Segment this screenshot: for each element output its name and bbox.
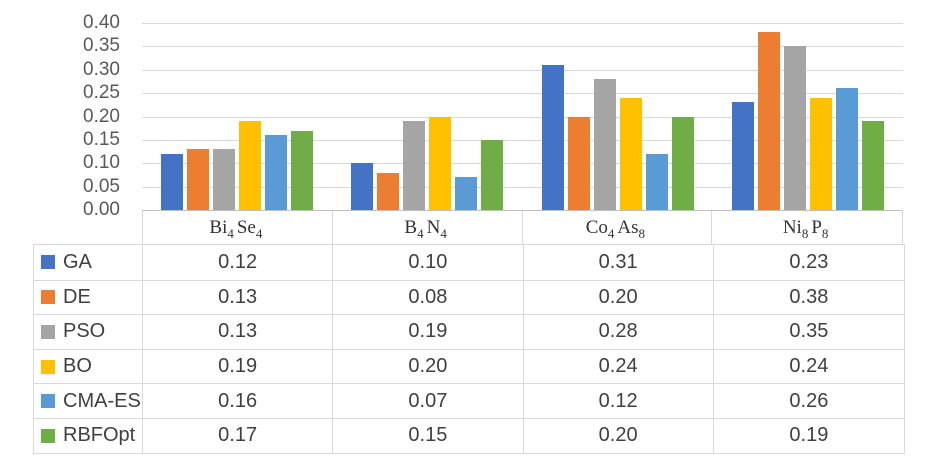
series-label: PSO	[63, 320, 106, 343]
bar-GA	[541, 65, 564, 210]
y-tick-label: 0.25	[83, 82, 120, 104]
legend-cell-GA: GA	[34, 245, 143, 280]
y-tick-label: 0.10	[83, 152, 120, 174]
value-cell: 0.35	[713, 314, 904, 349]
value-cell: 0.31	[524, 245, 714, 280]
y-tick-label: 0.05	[83, 175, 120, 197]
value-cell: 0.17	[143, 417, 334, 453]
value-cell: 0.08	[333, 279, 524, 315]
value-cell: 0.19	[713, 417, 904, 453]
y-tick-label: 0.20	[83, 105, 120, 127]
value-cell: 0.13	[143, 314, 334, 349]
category-label: Bi4 Se4	[143, 211, 333, 244]
legend-swatch	[41, 290, 55, 305]
legend-cell-BO: BO	[34, 348, 143, 384]
bar-DE	[567, 116, 590, 210]
value-cell: 0.20	[523, 417, 714, 453]
bar-GA	[731, 102, 754, 210]
bar-DE	[377, 172, 400, 210]
y-tick-label: 0.15	[83, 128, 120, 150]
legend-swatch	[41, 255, 55, 270]
value-cell: 0.20	[523, 279, 714, 315]
bar-RBFOpt	[671, 116, 694, 210]
gridline	[142, 23, 903, 24]
value-cell: 0.20	[333, 348, 524, 384]
gridline	[142, 163, 903, 165]
value-cell: 0.28	[523, 314, 714, 349]
legend-swatch	[41, 394, 55, 409]
legend-swatch	[41, 324, 55, 339]
bar-RBFOpt	[291, 130, 314, 210]
bar-BO	[809, 97, 832, 210]
value-cell: 0.13	[143, 279, 334, 315]
value-cell: 0.19	[143, 348, 334, 384]
data-table: GA 0.12 0.10 0.31 0.23 DE 0.13 0.08 0.20 0.38 PSO 0…	[33, 244, 905, 454]
bar-PSO	[403, 121, 426, 210]
bar-CMA-ES	[835, 88, 858, 210]
legend-cell-CMA-ES: CMA-ES	[34, 383, 143, 418]
bar-PSO	[593, 79, 616, 210]
series-label: BO	[63, 355, 92, 378]
gridline	[142, 93, 903, 95]
category-label: Ni8 P8	[782, 216, 829, 241]
category-header-row: Bi4 Se4 B4 N4 Co4 As8 Ni8 P8	[142, 210, 903, 244]
y-tick-label: 0.35	[83, 35, 120, 57]
legend-cell-RBFOpt: RBFOpt	[34, 417, 143, 453]
series-label: RBFOpt	[63, 424, 136, 447]
value-cell: 0.12	[143, 245, 334, 280]
bar-BO	[239, 121, 262, 210]
legend-cell-PSO: PSO	[34, 314, 143, 349]
value-cell: 0.15	[333, 417, 524, 453]
gridline	[142, 139, 903, 141]
bar-BO	[619, 97, 642, 210]
bar-group-1	[142, 23, 332, 210]
value-cell: 0.23	[789, 250, 829, 273]
value-cell: 0.07	[333, 383, 524, 418]
y-tick-label: 0.00	[83, 199, 120, 220]
bar-DE	[757, 32, 780, 210]
legend-cell-DE: DE	[34, 279, 143, 315]
value-cell: 0.38	[713, 279, 904, 315]
plot-area	[142, 23, 903, 210]
bar-CMA-ES	[645, 153, 668, 210]
bar-group-2	[332, 23, 522, 210]
value-cell: 0.16	[143, 383, 334, 418]
value-cell: 0.24	[713, 348, 904, 384]
bar-RBFOpt	[861, 121, 884, 210]
bar-GA	[351, 163, 374, 210]
bar-BO	[429, 116, 452, 210]
series-label: DE	[63, 285, 91, 308]
legend-swatch	[41, 428, 55, 443]
bar-PSO	[213, 149, 236, 210]
y-tick-label: 0.30	[83, 58, 120, 80]
y-axis: 0.40 0.35 0.30 0.25 0.20 0.15 0.10 0.05 0.00	[0, 13, 120, 220]
gridline	[142, 116, 903, 118]
y-tick-label: 0.40	[83, 12, 120, 33]
value-cell: 0.10	[333, 245, 524, 280]
value-cell: 0.19	[333, 314, 524, 349]
bar-DE	[187, 149, 210, 210]
category-label: Co4 As8	[523, 211, 713, 244]
series-label: CMA-ES	[63, 389, 141, 412]
bar-PSO	[783, 46, 806, 210]
bar-CMA-ES	[455, 177, 478, 210]
bar-group-3	[523, 23, 713, 210]
series-label: GA	[63, 250, 92, 273]
value-cell: 0.24	[523, 348, 714, 384]
bar-group-4	[713, 23, 903, 210]
value-cell: 0.26	[713, 383, 904, 418]
category-label: B4 N4	[333, 211, 523, 244]
gridline	[142, 46, 903, 48]
gridline	[142, 186, 903, 188]
bar-GA	[161, 153, 184, 210]
gridline	[142, 69, 903, 71]
value-cell: 0.12	[523, 383, 714, 418]
bar-CMA-ES	[265, 135, 288, 210]
bar-RBFOpt	[481, 139, 504, 210]
legend-swatch	[41, 359, 55, 374]
